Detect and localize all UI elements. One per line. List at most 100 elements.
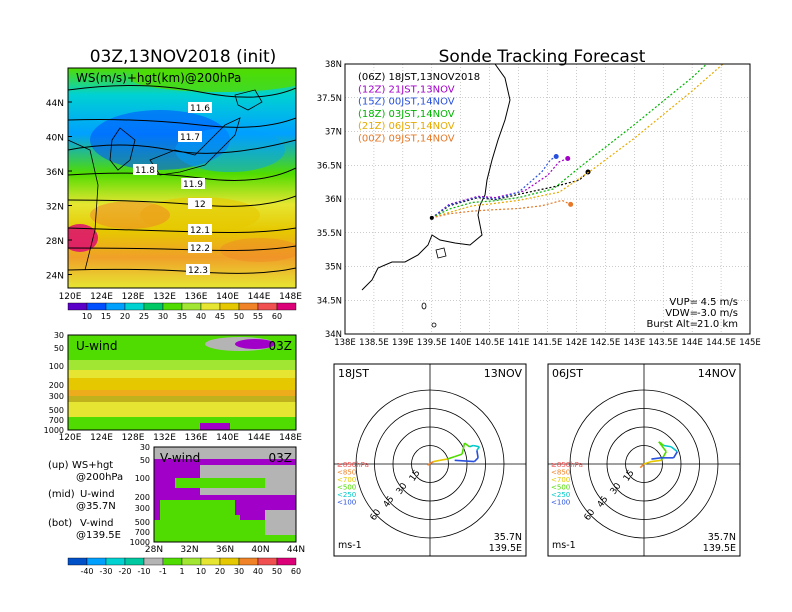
pressure-label: 300 xyxy=(135,504,150,513)
x-tick-label: 141E xyxy=(508,338,530,348)
legend-line1: V-wind xyxy=(80,518,114,529)
track-legend-entry: (15Z) 00JST,14NOV xyxy=(358,97,455,108)
x-tick-label: 141.5E xyxy=(533,338,563,348)
y-tick-label: 34N xyxy=(325,330,342,340)
colorbar-label: 35 xyxy=(177,312,187,321)
pressure-label: 100 xyxy=(49,362,64,371)
upper-panel-label: WS(m/s)+hgt(km)@200hPa xyxy=(76,71,241,85)
level-legend-entry: <100 xyxy=(551,499,570,507)
colorbar-wind-component: -40 -30 -20 -10 -1 1 10 20 30 40 50 60 xyxy=(67,557,301,576)
track-legend-entry: (21Z) 06JST,14NOV xyxy=(358,121,455,132)
track-line xyxy=(431,64,724,219)
hodograph-segment xyxy=(476,450,479,458)
colorbar-label: 50 xyxy=(272,567,282,576)
colorbar-swatch xyxy=(124,302,145,311)
colorbar-swatch xyxy=(200,557,221,566)
colorbar-label: 60 xyxy=(291,567,301,576)
burst-point xyxy=(553,153,559,159)
colorbar-swatch xyxy=(162,302,183,311)
map-lat-label: 32N xyxy=(46,203,64,213)
hodograph-segment xyxy=(639,463,645,469)
level-legend-entry: <700 xyxy=(337,476,356,484)
legend-line2: @200hPa xyxy=(76,472,123,483)
x-tick-label: 144.5E xyxy=(706,338,736,348)
hodograph-segment xyxy=(476,446,480,451)
x-tick-label: 144E xyxy=(681,338,703,348)
map-lat-label: 28N xyxy=(46,237,64,247)
hodograph-segment xyxy=(473,457,479,463)
colorbar-label: 10 xyxy=(196,567,206,576)
hodograph-time: 18JST xyxy=(338,367,369,380)
colorbar-label: 15 xyxy=(101,312,111,321)
colorbar-swatch xyxy=(219,557,240,566)
y-tick-label: 38N xyxy=(325,60,342,70)
legend-key: (bot) xyxy=(48,518,72,529)
u-wind-lon-label: 120E xyxy=(59,433,82,443)
burst-point xyxy=(568,201,574,207)
contour-label: 12 xyxy=(194,200,205,210)
u-wind-lon-label: 124E xyxy=(90,433,113,443)
x-tick-label: 138.5E xyxy=(359,338,389,348)
hodograph-segment xyxy=(663,444,672,448)
pressure-label: 30 xyxy=(54,331,64,340)
y-tick-label: 35.5N xyxy=(317,229,342,239)
contour-label-bg xyxy=(188,198,212,209)
hodograph-unit: ms-1 xyxy=(338,540,362,551)
map-lat-label: 40N xyxy=(46,134,64,144)
contour-label-bg xyxy=(188,102,212,113)
colorbar-label: 20 xyxy=(215,567,225,576)
x-tick-label: 139E xyxy=(392,338,414,348)
colorbar-swatch xyxy=(200,302,221,311)
info-value: 4.5 m/s xyxy=(701,297,738,308)
u-wind-lon-label: 132E xyxy=(153,433,176,443)
colorbar-label: 20 xyxy=(120,312,130,321)
hodograph-segment xyxy=(660,451,667,461)
hodograph-unit: ms-1 xyxy=(552,540,576,551)
hodograph-segment xyxy=(473,444,480,448)
hodograph-time: 06JST xyxy=(552,367,583,380)
contour-label: 11.8 xyxy=(135,166,155,176)
colorbar-label: 55 xyxy=(253,312,263,321)
pressure-label: 200 xyxy=(135,493,150,502)
sonde-track-chart: 138E 138.5E 139E 139.5E 140E 140.5E 141E 141.5E… xyxy=(317,60,761,348)
pressure-label: 700 xyxy=(49,416,64,425)
contour-label: 12.2 xyxy=(190,244,210,254)
pressure-label: 100 xyxy=(135,474,150,483)
level-legend-entry: ≥850hPa xyxy=(337,461,369,469)
colorbar-swatch xyxy=(143,302,164,311)
track-line xyxy=(431,64,708,219)
colorbar-label: 45 xyxy=(215,312,225,321)
track-line xyxy=(431,155,557,219)
u-wind-time: 03Z xyxy=(269,339,293,353)
x-tick-label: 138E xyxy=(334,338,356,348)
coastline xyxy=(361,64,511,291)
map-lon-label: 120E xyxy=(59,292,82,302)
track-legend-entry: (00Z) 09JST,14NOV xyxy=(358,134,455,145)
map-lon-label: 128E xyxy=(122,292,145,302)
colorbar-label: -40 xyxy=(80,567,93,576)
hodograph-segment xyxy=(658,441,665,447)
colorbar-swatch xyxy=(257,302,278,311)
hodograph-lon: 139.5E xyxy=(489,543,522,554)
burst-point xyxy=(565,156,571,161)
colorbar-label: 60 xyxy=(272,312,282,321)
v-wind-lat-label: 40N xyxy=(251,545,269,555)
contour-label: 11.7 xyxy=(180,133,200,143)
colorbar-label: 40 xyxy=(253,567,263,576)
level-legend-entry: <250 xyxy=(551,491,570,499)
colorbar-label: -30 xyxy=(99,567,112,576)
u-wind-lon-label: 140E xyxy=(216,433,239,443)
pressure-label: 500 xyxy=(49,406,64,415)
y-tick-label: 37.5N xyxy=(317,94,342,104)
hodograph-segment xyxy=(643,460,652,465)
y-tick-label: 34.5N xyxy=(317,296,342,306)
colorbar-swatch xyxy=(105,557,126,566)
colorbar-label: 30 xyxy=(234,567,244,576)
map-lon-label: 124E xyxy=(90,292,113,302)
x-tick-label: 140E xyxy=(450,338,472,348)
map-lat-label: 44N xyxy=(46,99,64,109)
track-legend-entry: (06Z) 18JST,13NOV2018 xyxy=(358,72,480,83)
